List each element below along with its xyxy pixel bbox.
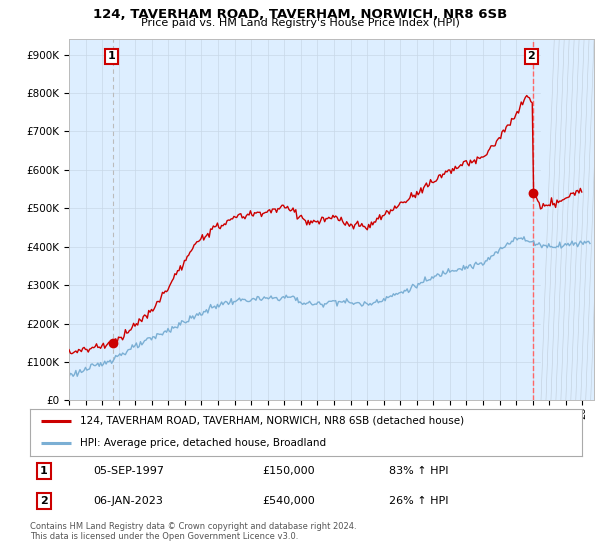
Text: Contains HM Land Registry data © Crown copyright and database right 2024.
This d: Contains HM Land Registry data © Crown c… xyxy=(30,522,356,542)
Text: 124, TAVERHAM ROAD, TAVERHAM, NORWICH, NR8 6SB (detached house): 124, TAVERHAM ROAD, TAVERHAM, NORWICH, N… xyxy=(80,416,464,426)
Text: 05-SEP-1997: 05-SEP-1997 xyxy=(94,466,164,476)
Text: £540,000: £540,000 xyxy=(262,496,314,506)
Point xyxy=(109,338,118,347)
Text: 2: 2 xyxy=(527,52,535,62)
Text: Price paid vs. HM Land Registry's House Price Index (HPI): Price paid vs. HM Land Registry's House … xyxy=(140,18,460,29)
Text: 26% ↑ HPI: 26% ↑ HPI xyxy=(389,496,448,506)
Text: 06-JAN-2023: 06-JAN-2023 xyxy=(94,496,163,506)
Text: £150,000: £150,000 xyxy=(262,466,314,476)
Text: 83% ↑ HPI: 83% ↑ HPI xyxy=(389,466,448,476)
Text: 124, TAVERHAM ROAD, TAVERHAM, NORWICH, NR8 6SB: 124, TAVERHAM ROAD, TAVERHAM, NORWICH, N… xyxy=(93,8,507,21)
Point xyxy=(528,188,538,197)
Text: 1: 1 xyxy=(107,52,115,62)
Text: 1: 1 xyxy=(40,466,47,476)
Text: HPI: Average price, detached house, Broadland: HPI: Average price, detached house, Broa… xyxy=(80,438,326,448)
Text: 2: 2 xyxy=(40,496,47,506)
Bar xyxy=(541,39,594,400)
